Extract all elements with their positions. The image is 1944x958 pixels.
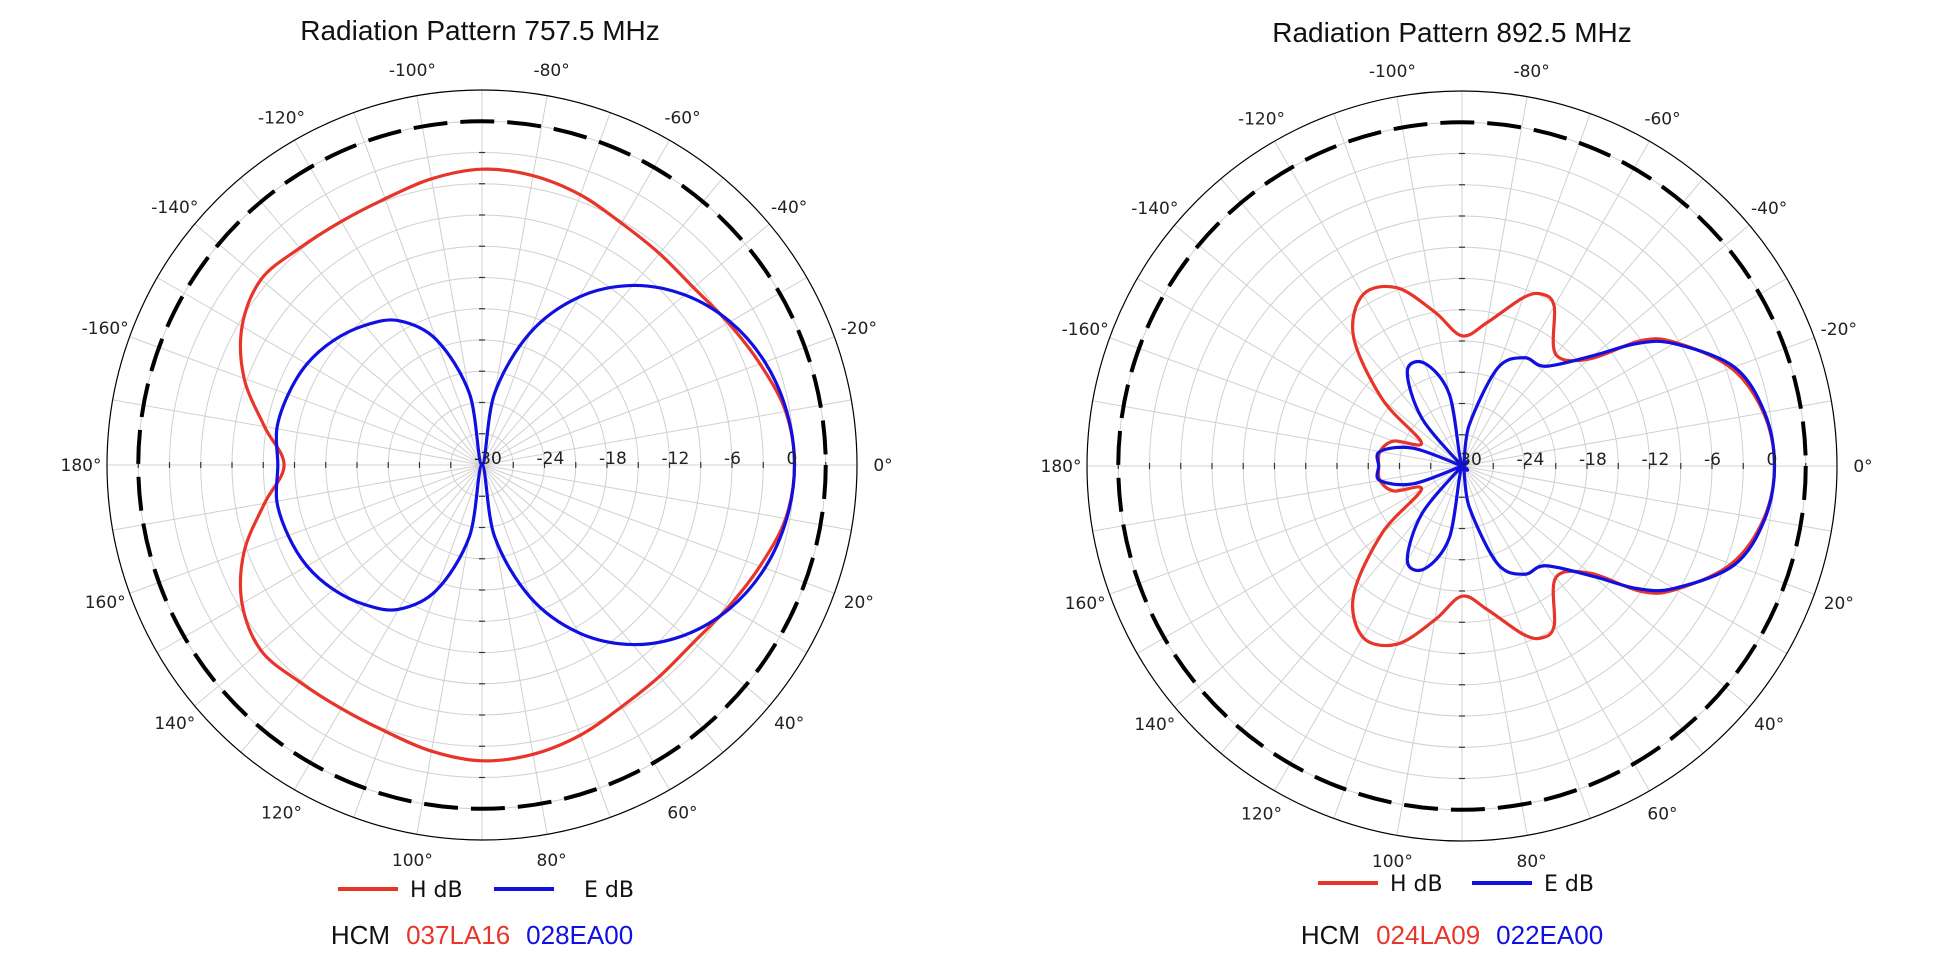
angle-tick-label: -60°: [664, 109, 700, 129]
polar-chart-892: Radiation Pattern 892.5 MHz 0° 20° 40° 60° 8…: [1041, 17, 1873, 950]
radial-tick-label: -12: [662, 449, 690, 469]
polar-chart-757: Radiation Pattern 757.5 MHz 0° 20° 40° 60° 8…: [61, 15, 893, 950]
angle-tick-label: 0°: [873, 456, 892, 476]
reference-dashed-circle: [1116, 120, 1808, 812]
series-layer: [1351, 284, 1777, 648]
angle-tick-label: -20°: [841, 319, 877, 339]
reference-dashed-circle: [136, 119, 828, 811]
chart-title: Radiation Pattern 892.5 MHz: [1272, 17, 1632, 48]
angle-tick-label: 60°: [1647, 804, 1677, 824]
radial-tick-label: -30: [1454, 450, 1482, 470]
axis-labels: 0° 20° 40° 60° 80° 100° 120° 140° 160° 180° -160° -…: [61, 61, 893, 871]
radial-tick-label: 0: [1767, 450, 1778, 470]
reference-circle: [1116, 120, 1808, 812]
angle-tick-label: 100°: [392, 851, 433, 871]
reference-circle: [136, 119, 828, 811]
angle-tick-label: 0°: [1853, 457, 1872, 477]
series-layer: [238, 167, 797, 763]
angle-tick-label: 140°: [1134, 715, 1175, 735]
angle-tick-label: 80°: [537, 851, 567, 871]
radial-tick-label: -18: [599, 449, 627, 469]
legend-e-label: E dB: [584, 878, 634, 903]
radial-tick-label: -24: [537, 449, 565, 469]
angle-tick-label: -160°: [82, 319, 129, 339]
angle-tick-label: -140°: [151, 198, 198, 218]
series-e-db: [1375, 339, 1777, 593]
angle-tick-label: 100°: [1372, 852, 1413, 872]
model-prefix: HCM: [1301, 920, 1360, 950]
legend-e-label: E dB: [1544, 872, 1594, 897]
angle-tick-label: 180°: [1041, 457, 1082, 477]
angle-tick-label: -40°: [1751, 199, 1787, 219]
panel-757: Radiation Pattern 757.5 MHz 0° 20° 40° 60° 8…: [61, 15, 893, 950]
series-h-db: [238, 167, 797, 763]
radial-tick-label: -6: [724, 449, 741, 469]
radial-tick-label: -12: [1642, 450, 1670, 470]
angle-tick-label: -80°: [533, 61, 569, 81]
model-prefix: HCM: [331, 920, 390, 950]
angle-tick-label: -120°: [1238, 110, 1285, 130]
model-h-code: 037LA16: [406, 920, 510, 950]
angle-tick-label: 120°: [1241, 804, 1282, 824]
panel-892: Radiation Pattern 892.5 MHz 0° 20° 40° 60° 8…: [972, 0, 1944, 958]
angle-tick-label: 160°: [1065, 594, 1106, 614]
radial-tick-label: -6: [1704, 450, 1721, 470]
radial-tick-label: -30: [474, 449, 502, 469]
radial-tick-label: -24: [1517, 450, 1545, 470]
polar-grid: [1086, 90, 1838, 842]
outer-boundary: [106, 89, 858, 841]
model-codes: HCM 037LA16 028EA00: [331, 920, 633, 950]
angle-tick-label: 140°: [154, 714, 195, 734]
angle-tick-label: -20°: [1821, 320, 1857, 340]
model-e-code: 028EA00: [526, 920, 633, 950]
angle-tick-label: 180°: [61, 456, 102, 476]
model-e-code: 022EA00: [1496, 920, 1603, 950]
angle-tick-label: 40°: [1754, 715, 1784, 735]
angle-tick-label: 40°: [774, 714, 804, 734]
angle-tick-label: -60°: [1644, 110, 1680, 130]
angle-tick-label: -80°: [1513, 62, 1549, 82]
legend-h-label: H dB: [1390, 872, 1443, 897]
radial-tick-label: 0: [787, 449, 798, 469]
angle-tick-label: 20°: [844, 593, 874, 613]
model-h-code: 024LA09: [1376, 920, 1480, 950]
angle-tick-label: -100°: [1369, 62, 1416, 82]
angle-tick-label: -140°: [1131, 199, 1178, 219]
model-codes: HCM 024LA09 022EA00: [1301, 920, 1603, 950]
angle-tick-label: 80°: [1517, 852, 1547, 872]
radial-tick-label: -18: [1579, 450, 1607, 470]
angle-tick-label: -120°: [258, 109, 305, 129]
legend-h-label: H dB: [410, 878, 463, 903]
chart-title: Radiation Pattern 757.5 MHz: [300, 15, 660, 46]
legend: H dB E dB: [338, 878, 634, 903]
angle-tick-label: -100°: [389, 61, 436, 81]
angle-tick-label: 160°: [85, 593, 126, 613]
angle-tick-label: 20°: [1824, 594, 1854, 614]
angle-tick-label: -160°: [1062, 320, 1109, 340]
angle-tick-label: 60°: [667, 803, 697, 823]
angle-tick-label: 120°: [261, 803, 302, 823]
axis-labels: 0° 20° 40° 60° 80° 100° 120° 140° 160° 180° -160° -…: [1041, 62, 1873, 872]
series-e-db: [274, 283, 797, 647]
angle-tick-label: -40°: [771, 198, 807, 218]
outer-boundary: [1086, 90, 1838, 842]
legend: H dB E dB: [1318, 872, 1594, 897]
